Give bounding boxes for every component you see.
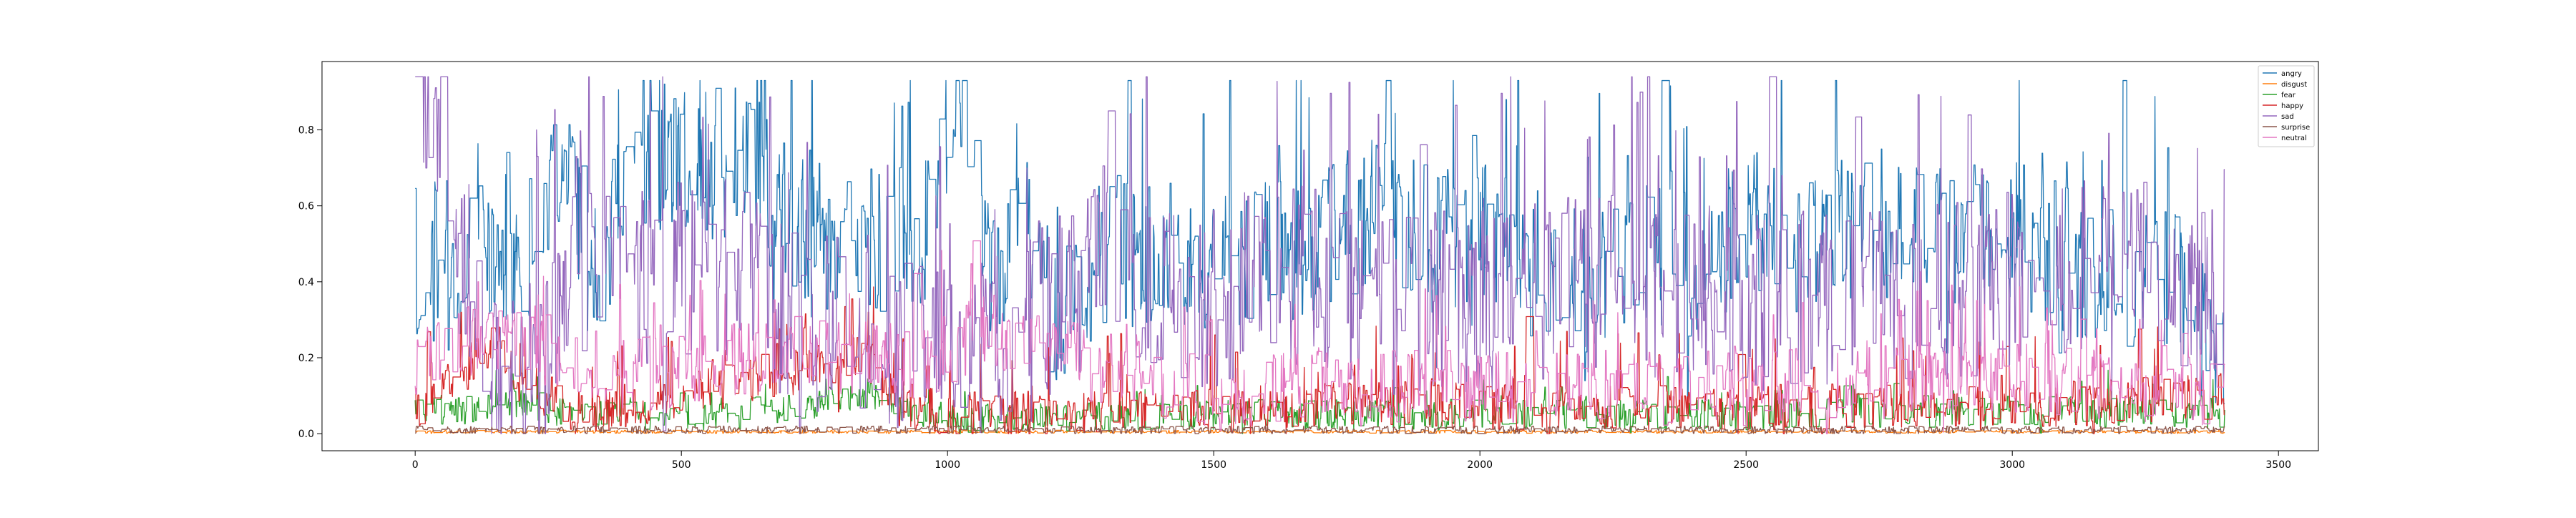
y-tick-label: 0.2	[298, 353, 314, 364]
x-axis: 0 500 1000 1500 2000 2500 3000 3500	[412, 451, 2291, 471]
legend-label-surprise: surprise	[2281, 124, 2310, 132]
legend-label-fear: fear	[2281, 92, 2296, 99]
series-layer	[414, 76, 2225, 434]
series-line-fear	[414, 369, 2225, 434]
y-axis: 0.0 0.2 0.4 0.6 0.8	[298, 125, 322, 440]
series-line-sad	[415, 76, 2225, 434]
x-tick-label: 2000	[1467, 459, 1493, 471]
legend-label-disgust: disgust	[2281, 81, 2307, 89]
x-tick-label: 1500	[1201, 459, 1226, 471]
series-line-disgust	[415, 429, 2225, 434]
x-tick-label: 500	[672, 459, 691, 471]
x-tick-label: 3500	[2265, 459, 2291, 471]
legend-label-happy: happy	[2281, 102, 2303, 110]
x-tick-label: 3000	[1999, 459, 2025, 471]
x-tick-label: 1000	[935, 459, 960, 471]
x-tick-label: 0	[412, 459, 419, 471]
y-tick-label: 0.6	[298, 201, 314, 212]
plot-frame	[321, 61, 2319, 451]
legend-label-angry: angry	[2281, 70, 2302, 78]
y-tick-label: 0.0	[298, 429, 314, 440]
legend-label-neutral: neutral	[2281, 135, 2307, 142]
y-tick-label: 0.4	[298, 277, 314, 288]
legend-label-sad: sad	[2281, 113, 2294, 121]
y-tick-label: 0.8	[298, 125, 314, 137]
series-line-neutral	[414, 240, 2225, 434]
x-tick-label: 2500	[1733, 459, 1759, 471]
series-line-surprise	[415, 425, 2225, 434]
series-line-angry	[415, 79, 2225, 409]
legend: angry disgust fear happy sad surprise neutral	[2258, 65, 2315, 147]
